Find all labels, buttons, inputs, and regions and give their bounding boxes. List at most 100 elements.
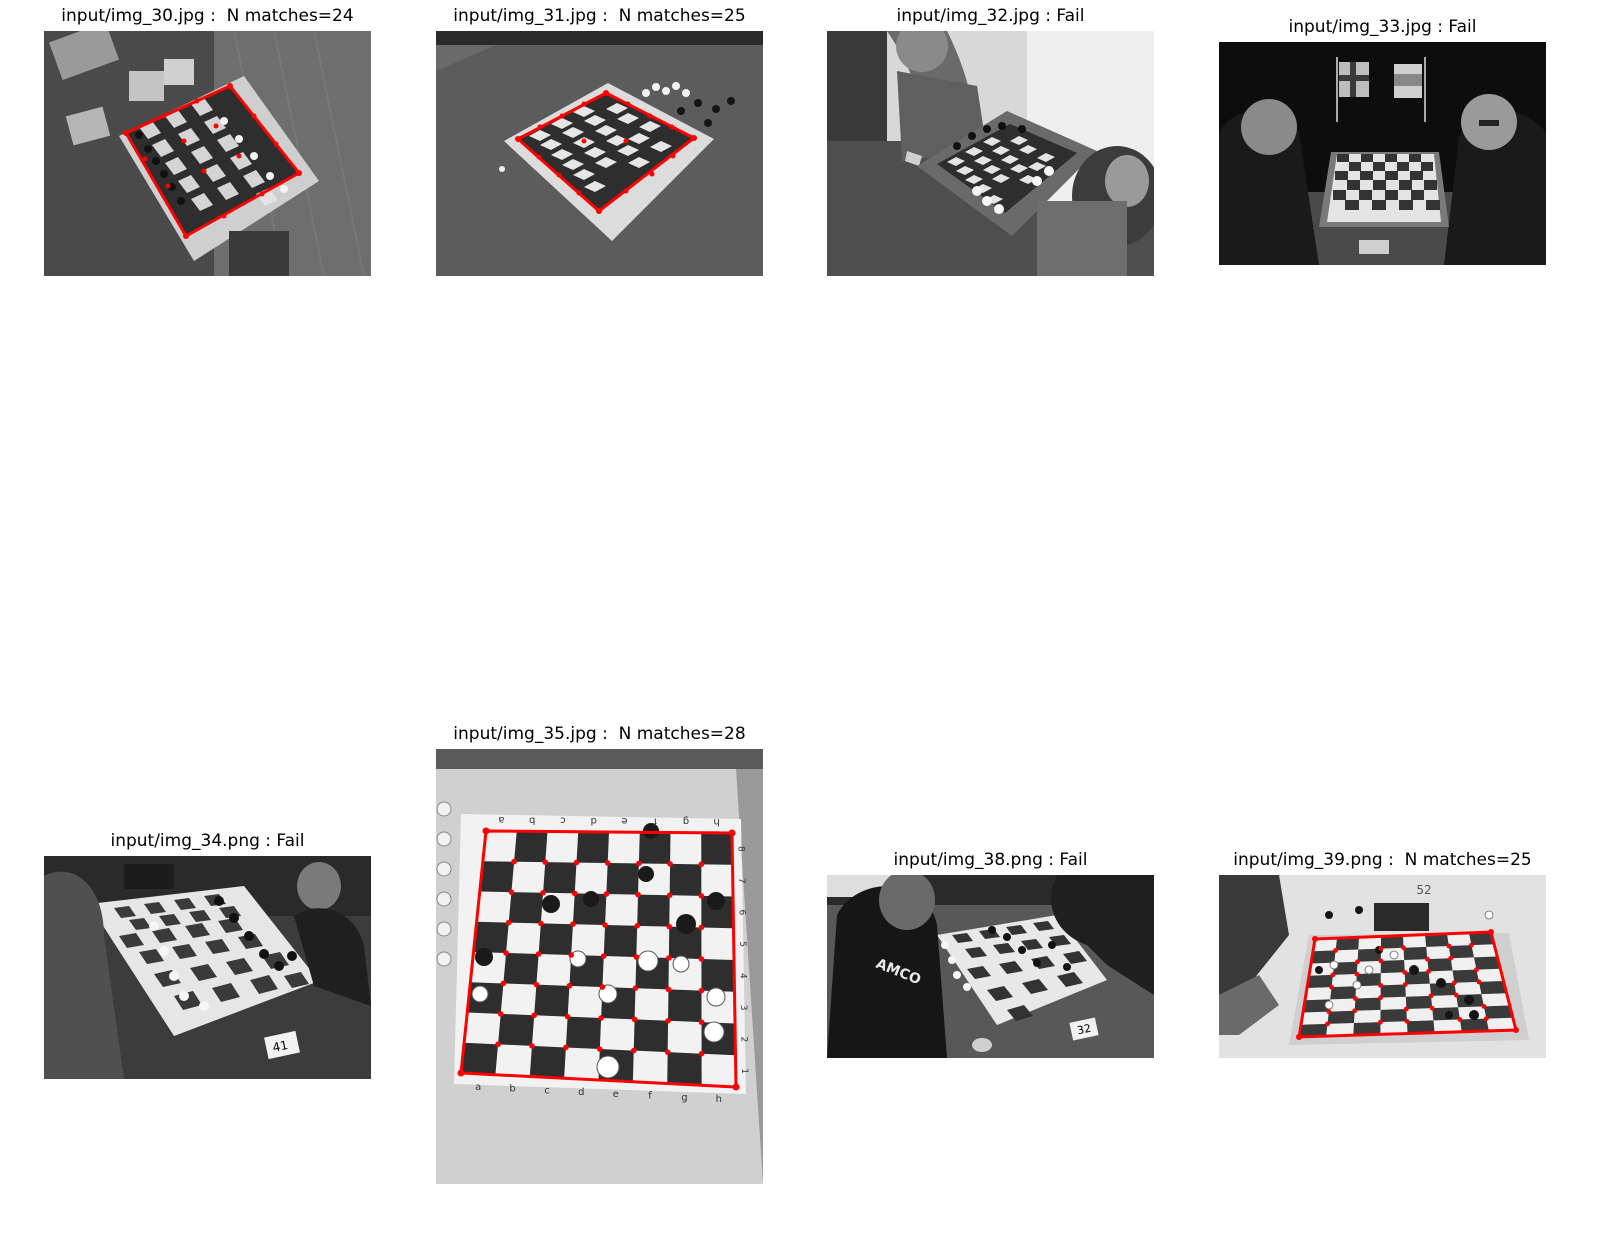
board-file-label-top: b — [529, 814, 535, 825]
detected-corner — [563, 1044, 569, 1051]
board-square — [1473, 956, 1501, 970]
detected-corner — [542, 859, 549, 865]
detected-corner — [503, 950, 509, 956]
detected-corner — [666, 955, 672, 961]
detected-corner — [1425, 956, 1430, 962]
board-square — [1380, 960, 1405, 974]
detected-corner — [633, 954, 640, 960]
board-file-label: e — [613, 1089, 619, 1100]
detected-corner — [457, 1069, 465, 1077]
detected-corner — [1296, 1034, 1302, 1040]
detected-corner — [1378, 958, 1384, 964]
detected-corner — [698, 861, 705, 868]
photo-img31 — [436, 31, 763, 276]
board-square — [1478, 981, 1507, 995]
detected-corner — [540, 889, 546, 896]
detected-corner — [604, 860, 611, 866]
board-number-card: 41 — [271, 1038, 289, 1055]
detected-corner — [564, 1013, 571, 1020]
detected-corner — [1329, 984, 1334, 990]
detected-corner — [1312, 936, 1318, 942]
detected-corner — [505, 919, 512, 926]
detected-corner — [600, 953, 607, 959]
board-square — [1405, 995, 1433, 1009]
detected-corner — [664, 1049, 671, 1055]
detected-corner — [1378, 982, 1384, 988]
board-file-label-top: a — [498, 814, 504, 825]
board-file-label: f — [648, 1091, 652, 1102]
board-rank-label: 2 — [738, 1037, 748, 1043]
board-square — [1429, 982, 1457, 996]
board-square — [461, 1042, 499, 1075]
detected-corner — [1352, 1008, 1358, 1014]
detected-corner — [1457, 1017, 1463, 1022]
detected-corner — [1513, 1027, 1519, 1033]
board-square — [1357, 948, 1381, 962]
photo-img35: a a b b c c d d e e f f g g h h 1 2 3 4 5 6 7 8 — [436, 749, 763, 1184]
board-square — [1356, 973, 1381, 987]
photo-img39: 52 — [1219, 875, 1546, 1058]
board-square — [498, 1013, 535, 1046]
board-square — [1427, 958, 1453, 972]
detected-corner — [482, 827, 490, 835]
board-rank-label: 5 — [737, 941, 747, 947]
board-file-label: c — [544, 1085, 550, 1096]
detected-corner — [597, 1046, 603, 1052]
detected-corner — [698, 893, 705, 899]
board-rank-label: 3 — [738, 1005, 748, 1011]
board-square — [1354, 997, 1381, 1011]
detected-corner — [1333, 947, 1339, 953]
board-square — [701, 832, 733, 865]
board-square — [1452, 969, 1479, 983]
board-square — [565, 1016, 602, 1049]
board-square — [1332, 961, 1358, 975]
detected-corner — [632, 985, 639, 991]
detected-corner — [1483, 1016, 1489, 1022]
board-square — [1307, 974, 1333, 988]
board-square — [534, 984, 570, 1017]
detected-corner — [1378, 995, 1384, 1001]
detected-corner — [1353, 996, 1358, 1001]
board-square — [1380, 1009, 1407, 1023]
detected-corner — [1476, 979, 1482, 985]
panel-title-img39: input/img_39.png : N matches=25 — [1233, 850, 1532, 870]
detected-corner — [599, 984, 606, 990]
board-square — [1303, 999, 1331, 1013]
board-rank-label: 8 — [735, 846, 745, 852]
detected-corner — [568, 952, 574, 958]
detected-corner — [508, 889, 515, 895]
detected-corner — [531, 1012, 537, 1019]
photo-img33 — [1219, 42, 1546, 265]
detected-corner — [603, 891, 610, 897]
detected-corner — [1330, 972, 1336, 978]
detected-corner — [1403, 1006, 1409, 1012]
detected-corner — [1402, 969, 1408, 975]
board-file-label: g — [681, 1092, 687, 1103]
board-file-label-top: e — [621, 815, 627, 826]
detected-corner — [1448, 955, 1454, 961]
board-rank-label: 4 — [737, 973, 747, 979]
board-square — [479, 861, 515, 893]
panel-title-img35: input/img_35.jpg : N matches=28 — [453, 724, 746, 744]
detected-corner — [1401, 945, 1406, 951]
detected-corner — [1378, 1019, 1383, 1025]
panel-title-img30: input/img_30.jpg : N matches=24 — [61, 6, 354, 26]
detected-corner — [602, 922, 608, 928]
detected-corner — [1469, 942, 1474, 948]
panel-title-img34: input/img_34.png : Fail — [110, 831, 305, 851]
board-rank-label: 7 — [736, 878, 746, 884]
board-square — [1311, 950, 1336, 964]
detected-corner — [1402, 982, 1408, 987]
board-square — [1483, 1005, 1513, 1019]
board-square — [1299, 1023, 1328, 1037]
board-file-label: d — [578, 1087, 584, 1098]
panel-title-img33: input/img_33.jpg : Fail — [1288, 17, 1477, 37]
detected-corner — [698, 987, 705, 994]
board-square — [529, 1045, 566, 1079]
detected-corner — [631, 1016, 638, 1023]
panel-title-img38: input/img_38.png : Fail — [893, 850, 1088, 870]
detected-corner — [497, 1011, 504, 1017]
detected-corner — [1481, 1003, 1487, 1009]
detected-corner — [1429, 1005, 1435, 1011]
detected-corner — [698, 924, 705, 931]
